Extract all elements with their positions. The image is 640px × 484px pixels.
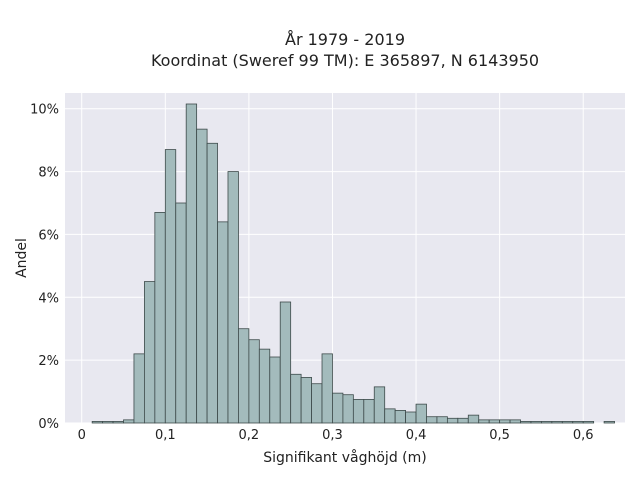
histogram-bar [394, 410, 406, 424]
histogram-bar [102, 421, 114, 424]
histogram-bar [144, 281, 156, 424]
histogram-bar [91, 421, 104, 424]
x-tick-label: 0,6 [573, 428, 594, 443]
histogram-bar [279, 301, 292, 424]
histogram-bar [238, 328, 250, 424]
histogram-bar [133, 353, 145, 424]
y-tick-label: 4% [38, 291, 59, 306]
histogram-bar [478, 419, 490, 424]
histogram-bar [112, 421, 124, 424]
histogram-bar [415, 403, 427, 424]
histogram-bar [290, 373, 302, 424]
x-axis-label: Signifikant våghöjd (m) [263, 449, 426, 466]
histogram-bar [300, 377, 312, 424]
histogram-bar [457, 417, 469, 424]
chart-title-line2: Koordinat (Sweref 99 TM): E 365897, N 61… [151, 51, 539, 70]
histogram-bar [164, 149, 177, 424]
histogram-bar [123, 419, 135, 424]
histogram-bar [175, 202, 187, 424]
x-tick-label: 0,3 [322, 428, 343, 443]
x-tick-label: 0,2 [239, 428, 260, 443]
histogram-bar [321, 353, 333, 424]
histogram-bar [551, 421, 563, 424]
histogram-bar [603, 421, 615, 424]
histogram-bar [541, 421, 553, 424]
histogram-bar [582, 421, 595, 424]
histogram-bar [509, 419, 521, 424]
y-tick-label: 0% [38, 417, 59, 432]
histogram-bar [258, 348, 271, 424]
x-tick-label: 0,5 [489, 428, 510, 443]
histogram-bar [332, 392, 344, 424]
histogram-bar [269, 356, 281, 424]
y-tick-label: 8% [38, 166, 59, 181]
histogram-bar [405, 411, 417, 424]
histogram-bar [352, 399, 365, 424]
histogram-bar [248, 339, 260, 424]
y-tick-label: 10% [30, 103, 59, 118]
histogram-bar [384, 408, 396, 424]
y-axis-label: Andel [14, 238, 30, 278]
y-tick-label: 6% [38, 228, 59, 243]
x-tick-label: 0,1 [155, 428, 176, 443]
histogram-bar [446, 417, 459, 424]
histogram-bar [499, 419, 511, 424]
histogram-bar [342, 394, 354, 424]
x-tick-label: 0,4 [406, 428, 427, 443]
histogram-bar [488, 419, 501, 424]
histogram-bar [206, 142, 218, 424]
histogram-bar [426, 416, 438, 424]
histogram-bar [572, 421, 584, 424]
histogram-bar [520, 421, 532, 424]
histogram-bar [311, 383, 323, 424]
histogram-bar [467, 414, 480, 424]
x-tick-label: 0 [78, 428, 86, 443]
histogram-bar [196, 128, 208, 424]
histogram-bar [561, 421, 574, 424]
histogram-bar [217, 221, 229, 424]
histogram-bar [154, 212, 166, 424]
chart-title-line1: År 1979 - 2019 [285, 30, 405, 49]
histogram-bar [373, 386, 386, 424]
histogram-bar [185, 103, 198, 424]
histogram-bar [227, 171, 239, 424]
y-tick-label: 2% [38, 354, 59, 369]
histogram-bar [530, 421, 542, 424]
histogram-bar [363, 399, 375, 424]
histogram-bar [436, 416, 448, 424]
plot-area: 0 0,1 0,2 0,3 0,4 0,5 0,6 0% 2% 4% 6% 8% 10% [30, 93, 625, 443]
